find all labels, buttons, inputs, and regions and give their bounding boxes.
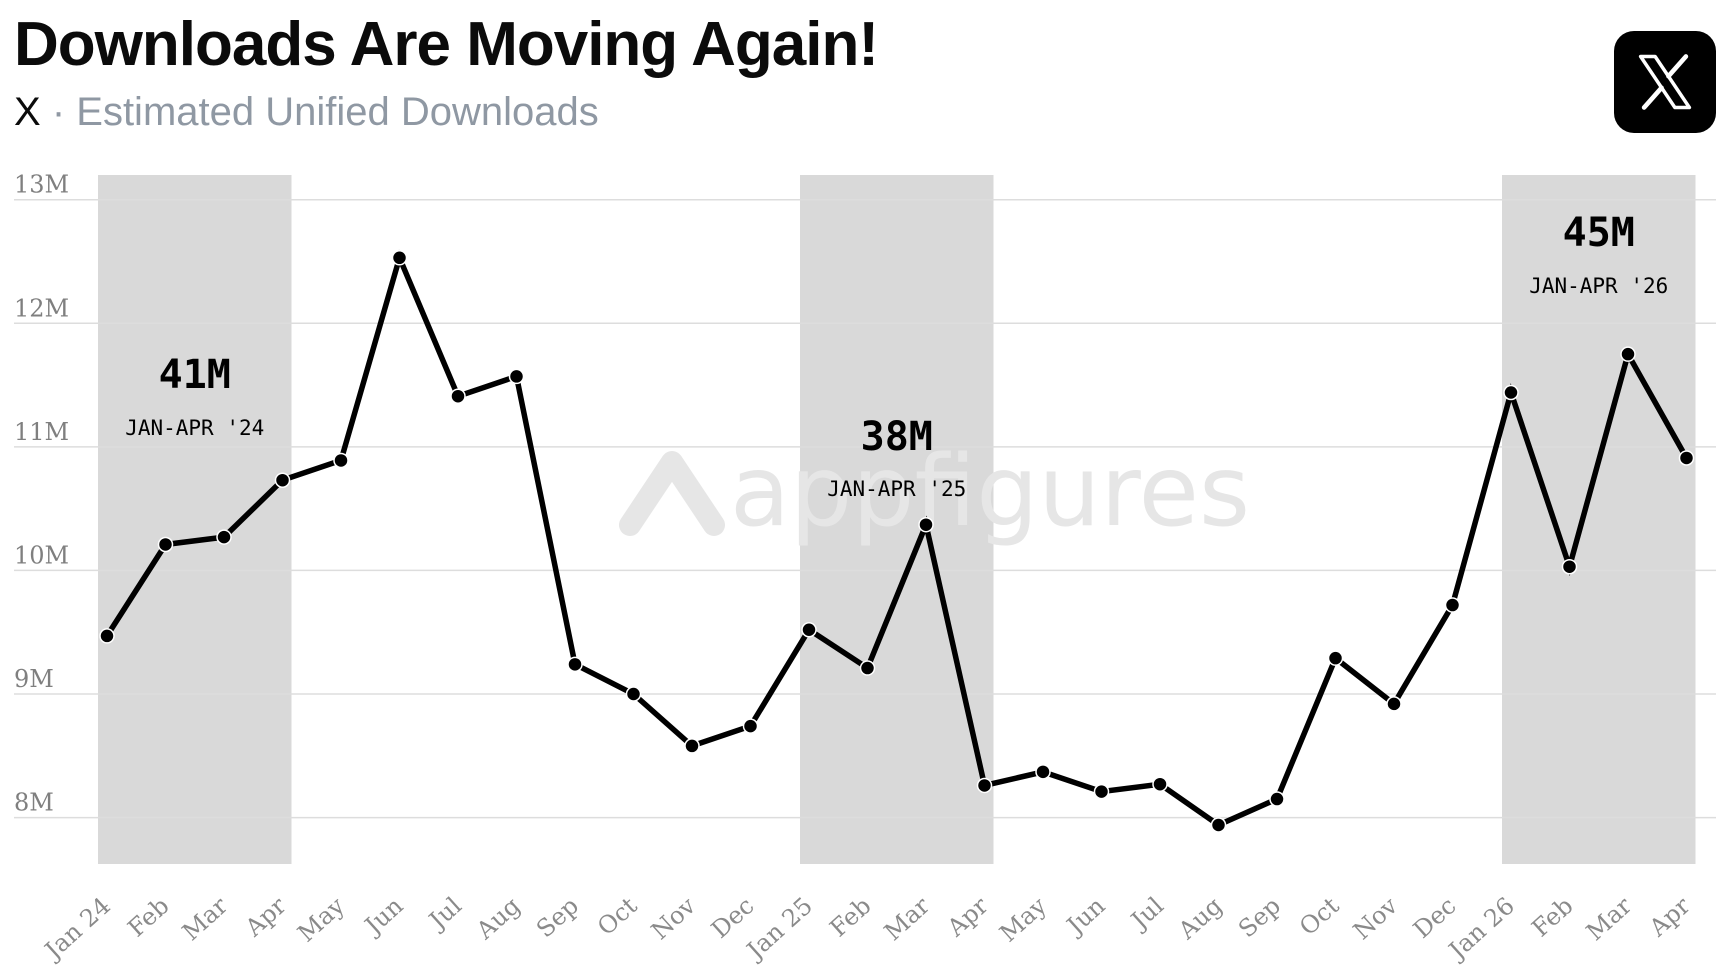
data-point (684, 738, 700, 754)
data-point (1269, 791, 1285, 807)
data-point (99, 628, 115, 644)
data-point (1444, 597, 1461, 613)
series-path (104, 249, 1690, 829)
data-point (801, 621, 817, 638)
highlight-band-1 (98, 175, 292, 864)
data-point (567, 656, 583, 673)
data-point (1210, 817, 1227, 833)
x-tick-label: Oct (592, 891, 643, 941)
data-point (1678, 450, 1695, 466)
data-point (742, 718, 759, 734)
subtitle-separator: · (51, 90, 66, 134)
x-tick-label: Sep (531, 892, 584, 944)
data-point (918, 516, 934, 533)
x-tick-label: Mar (1581, 891, 1638, 946)
x-tick-label: Jan 25 (739, 892, 818, 967)
x-tick-label: Aug (1172, 892, 1227, 946)
x-tick-label: Mar (177, 891, 234, 946)
x-tick-label: Nov (646, 891, 701, 945)
data-point (859, 660, 876, 676)
data-point (391, 250, 408, 266)
data-points (99, 250, 1695, 833)
x-tick-label: Jun (1059, 892, 1110, 942)
x-tick-label: May (292, 891, 350, 947)
chart-subtitle: X · Estimated Unified Downloads (14, 92, 599, 132)
y-tick-label: 12M (14, 294, 69, 322)
y-tick-label: 11M (14, 418, 69, 446)
data-point (157, 536, 174, 553)
data-point (508, 368, 525, 385)
data-point (333, 452, 349, 469)
x-tick-label: Apr (1643, 891, 1696, 942)
highlight-band-2 (800, 175, 994, 864)
band-total-value: 38M (861, 414, 933, 460)
data-point (976, 777, 993, 794)
x-tick-label: Jan 24 (37, 892, 116, 967)
band-total-value: 45M (1563, 210, 1635, 256)
x-tick-label: Feb (122, 892, 174, 943)
x-tick-label: Apr (239, 891, 292, 942)
highlight-bands (98, 175, 1696, 864)
x-tick-label: Sep (1233, 892, 1286, 944)
x-tick-label: Apr (941, 891, 994, 942)
highlight-band-3 (1502, 175, 1696, 864)
y-tick-label: 10M (14, 541, 69, 569)
data-point (1503, 384, 1519, 401)
band-annotations: 41M JAN-APR '24 38M JAN-APR '25 45M JAN-APR '… (125, 210, 1668, 501)
data-point (274, 472, 291, 488)
band-period-label: JAN-APR '24 (125, 416, 264, 440)
data-point (1152, 776, 1168, 792)
data-point (1386, 696, 1402, 712)
watermark-logo-icon (619, 451, 725, 536)
x-tick-label: Oct (1294, 891, 1345, 941)
y-tick-label: 8M (14, 789, 54, 817)
x-tick-label: Feb (1526, 892, 1578, 943)
x-logo-icon (1614, 31, 1716, 133)
y-tick-label: 13M (14, 171, 69, 199)
band-total-value: 41M (159, 352, 231, 398)
x-tick-label: May (994, 891, 1052, 947)
y-tick-label: 9M (14, 665, 54, 693)
y-axis: 8M 9M 10M 11M 12M 13M (14, 171, 69, 817)
x-axis: Jan 24 Feb Mar Apr May Jun Jul Aug Sep Oct Nov DecJ… (37, 891, 1695, 966)
data-point (1620, 346, 1636, 362)
x-tick-label: Mar (879, 891, 936, 946)
x-tick-label: Jul (1124, 892, 1169, 937)
x-tick-label: Jun (357, 892, 408, 942)
data-point (216, 529, 232, 545)
band-period-label: JAN-APR '25 (827, 477, 966, 501)
x-tick-label: Jul (422, 892, 467, 937)
x-tick-label: Feb (824, 892, 876, 943)
x-logo-glyph (1638, 54, 1692, 110)
data-point (1561, 558, 1578, 575)
x-tick-label: Nov (1348, 891, 1403, 945)
x-tick-label: Aug (470, 892, 525, 946)
x-tick-label: Jan 26 (1441, 892, 1520, 967)
gridlines (14, 198, 1716, 819)
watermark: appfigures (730, 435, 1250, 549)
data-point (1327, 650, 1344, 666)
data-point (625, 686, 642, 702)
data-point (1035, 764, 1051, 780)
data-point (1093, 783, 1110, 800)
chart-title: Downloads Are Moving Again! (14, 10, 879, 79)
app-name: X (14, 90, 41, 134)
band-period-label: JAN-APR '26 (1529, 274, 1668, 298)
series-line (104, 249, 1690, 829)
data-point (450, 388, 466, 404)
metric-name: Estimated Unified Downloads (76, 90, 599, 134)
